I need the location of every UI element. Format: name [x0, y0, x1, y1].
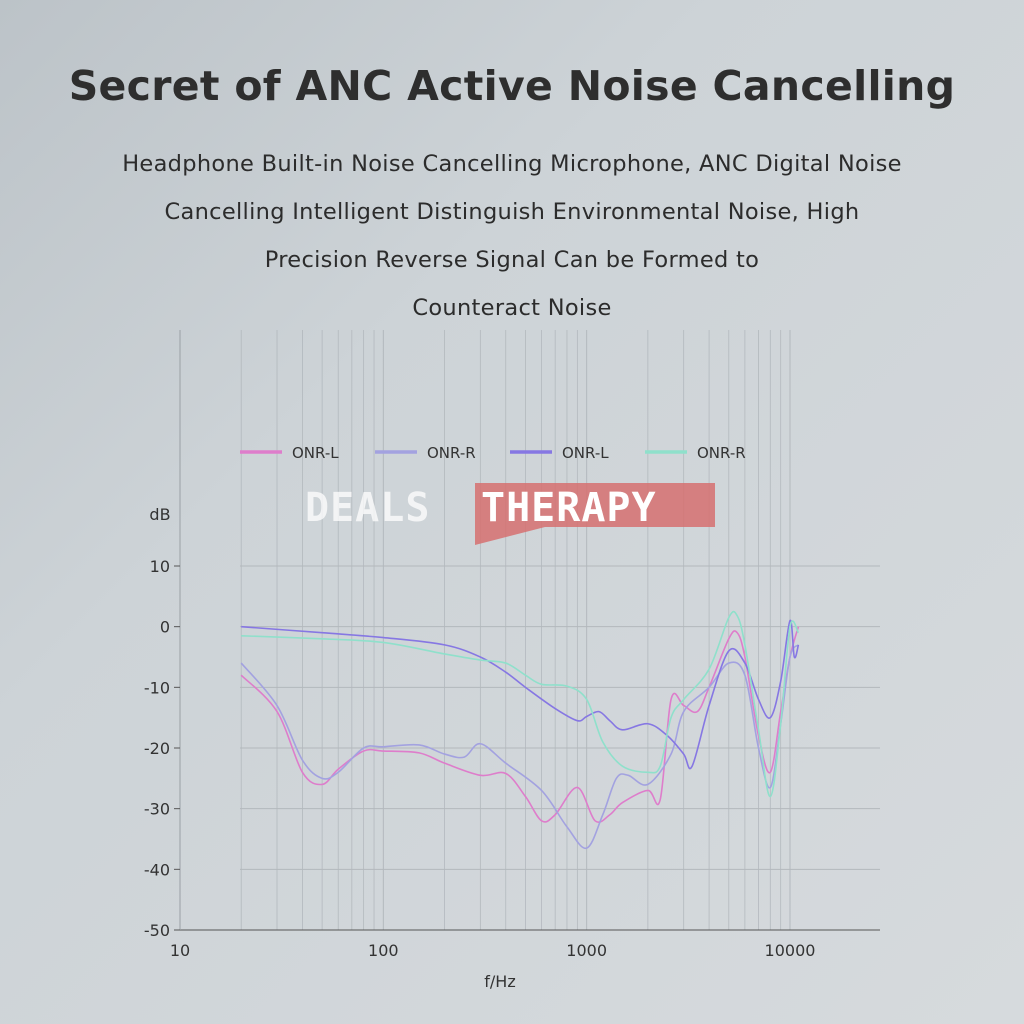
x-tick-label: 100 — [368, 941, 399, 960]
watermark-red-box — [475, 483, 715, 527]
subtitle-line-2: Cancelling Intelligent Distinguish Envir… — [164, 199, 860, 225]
series-line-3 — [241, 619, 800, 770]
y-tick-label: -20 — [144, 739, 170, 758]
y-tick-label: -30 — [144, 800, 170, 819]
watermark-right-text: THERAPY — [481, 485, 657, 531]
x-tick-label: 10000 — [765, 941, 816, 960]
subtitle-line-4: Counteract Noise — [412, 295, 612, 321]
x-axis-label: f/Hz — [484, 972, 515, 991]
page-subtitle: Headphone Built-in Noise Cancelling Micr… — [62, 140, 962, 332]
legend-label-4: ONR-R — [697, 444, 746, 462]
grid-lines — [240, 330, 880, 930]
subtitle-line-1: Headphone Built-in Noise Cancelling Micr… — [122, 151, 902, 177]
series-line-4 — [241, 610, 800, 798]
watermark-left-text: DEALS — [305, 485, 431, 531]
chart-legend: ONR-L ONR-R ONR-L ONR-R — [240, 444, 746, 462]
legend-label-1: ONR-L — [292, 444, 339, 462]
legend-label-3: ONR-L — [562, 444, 609, 462]
subtitle-line-3: Precision Reverse Signal Can be Formed t… — [264, 247, 760, 273]
watermark-logo: DEALS THERAPY — [305, 483, 715, 545]
watermark-red-tail — [475, 527, 545, 545]
y-tick-label: -40 — [144, 860, 170, 879]
series-line-1 — [240, 626, 800, 823]
y-axis-label: dB — [149, 505, 170, 524]
series-line-2 — [240, 644, 800, 849]
series-group — [240, 610, 800, 849]
y-tick-label: 0 — [160, 618, 170, 637]
y-tick-label: -50 — [144, 921, 170, 940]
page-title: Secret of ANC Active Noise Cancelling — [68, 62, 956, 110]
x-tick-label: 1000 — [566, 941, 607, 960]
y-tick-label: 10 — [150, 557, 170, 576]
x-tick-label: 10 — [170, 941, 190, 960]
legend-label-2: ONR-R — [427, 444, 476, 462]
y-tick-label: -10 — [144, 678, 170, 697]
